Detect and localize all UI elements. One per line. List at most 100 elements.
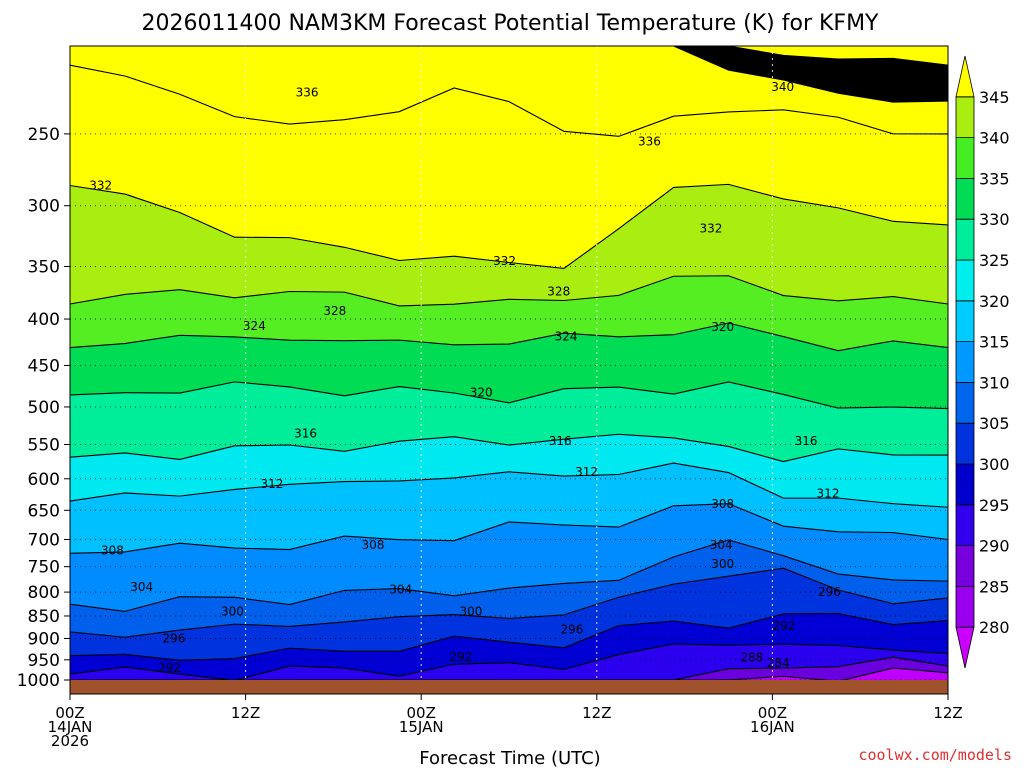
isentrope-line	[69, 64, 949, 137]
contour-label: 284	[767, 656, 790, 670]
contour-label: 300	[221, 604, 244, 618]
colorbar-label: 320	[979, 292, 1010, 311]
isentrope-line	[69, 381, 949, 410]
contour-label: 316	[549, 434, 572, 448]
y-tick-label: 950	[28, 651, 60, 671]
colorbar-swatch	[955, 463, 975, 506]
contour-labels: 336 336 344 340 332 332 332 328 328 324 324 320 320 3…	[89, 58, 841, 675]
contour-label: 304	[389, 583, 412, 597]
contour-label: 300	[460, 604, 483, 618]
credit-text: coolwx.com/models	[858, 746, 1012, 764]
contour-label: 308	[361, 538, 384, 552]
x-tick-label: 12Z	[582, 704, 611, 722]
contour-label: 328	[323, 304, 346, 318]
x-tick-label: 00Z	[758, 704, 787, 722]
plot-area	[70, 46, 948, 682]
colorbar-swatch	[955, 218, 975, 261]
y-tick-label: 700	[28, 530, 60, 550]
colorbar-label: 295	[979, 496, 1010, 515]
colorbar-swatch	[955, 586, 975, 628]
contour-label: 324	[243, 319, 266, 333]
band-fill	[70, 657, 948, 680]
contour-label: 320	[711, 320, 734, 334]
colorbar-label: 285	[979, 577, 1010, 596]
contour-label: 308	[101, 544, 124, 558]
y-tick-label: 300	[28, 197, 60, 217]
isentrope-line	[69, 612, 949, 661]
colorbar-label: 325	[979, 251, 1010, 270]
x-tick-label: 00Z	[55, 704, 84, 722]
terrain-ground-bar	[70, 680, 948, 694]
contour-label: 324	[555, 329, 578, 343]
x-tick-label: 15JAN	[399, 718, 444, 736]
colorbar-label: 345	[979, 88, 1010, 107]
y-tick-label: 450	[28, 356, 60, 376]
isentrope-line	[69, 183, 949, 270]
y-tick-label: 800	[28, 583, 60, 603]
colorbar: 280 285 290 295 300 305 310 315 320 325 330 335 340 3…	[955, 55, 1010, 669]
isentrope-line	[69, 567, 949, 638]
contour-label: 288	[740, 651, 763, 665]
colorbar-label: 315	[979, 333, 1010, 352]
y-tick-label: 650	[28, 501, 60, 521]
y-tick-label: 400	[28, 310, 60, 330]
isentrope-line	[69, 539, 949, 612]
contour-label: 312	[260, 477, 283, 491]
colorbar-swatch	[955, 96, 975, 139]
x-tick-label: 00Z	[407, 704, 436, 722]
contour-label: 336	[638, 135, 661, 149]
contour-label: 328	[547, 285, 570, 299]
contour-label: 316	[294, 427, 317, 441]
y-tick-label: 600	[28, 470, 60, 490]
y-axis: 2503003504004505005506006507007508008509…	[17, 125, 70, 691]
colorbar-label: 290	[979, 537, 1010, 556]
colorbar-swatch	[955, 300, 975, 343]
x-tick-label: 16JAN	[750, 718, 795, 736]
isentrope-line	[69, 322, 949, 352]
colorbar-label: 330	[979, 210, 1010, 229]
colorbar-label: 305	[979, 414, 1010, 433]
x-tick-label: 2026	[51, 732, 89, 750]
isentrope-line	[69, 503, 949, 554]
y-tick-label: 1000	[17, 671, 60, 691]
colorbar-swatch	[955, 55, 975, 98]
y-tick-label: 900	[28, 629, 60, 649]
contour-label: 340	[771, 80, 794, 94]
plot-frame	[69, 45, 949, 695]
colorbar-swatch	[955, 422, 975, 465]
contour-label: 344	[779, 58, 802, 72]
contour-label: 312	[817, 487, 840, 501]
contour-label: 312	[575, 465, 598, 479]
chart-title: 2026011400 NAM3KM Forecast Potential Tem…	[142, 11, 880, 36]
contour-label: 304	[130, 580, 153, 594]
contour-label: 300	[711, 557, 734, 571]
contour-label: 296	[818, 585, 841, 599]
colorbar-label: 280	[979, 618, 1010, 637]
colorbar-label: 340	[979, 129, 1010, 148]
contour-label: 292	[773, 619, 796, 633]
contour-label: 292	[449, 650, 472, 664]
contour-label: 308	[711, 497, 734, 511]
y-tick-label: 350	[28, 257, 60, 277]
y-tick-label: 850	[28, 607, 60, 627]
x-tick-label: 12Z	[933, 704, 962, 722]
colorbar-label: 335	[979, 169, 1010, 188]
colorbar-label: 300	[979, 455, 1010, 474]
colorbar-swatch	[955, 626, 975, 669]
contour-label: 292	[158, 661, 181, 675]
contour-label: 304	[710, 538, 733, 552]
contour-label: 332	[493, 254, 516, 268]
y-tick-label: 550	[28, 435, 60, 455]
x-axis-title: Forecast Time (UTC)	[419, 748, 600, 768]
contour-label: 332	[699, 222, 722, 236]
colorbar-label: 310	[979, 373, 1010, 392]
y-tick-label: 500	[28, 398, 60, 418]
colorbar-swatch	[955, 259, 975, 302]
y-tick-label: 250	[28, 125, 60, 145]
colorbar-swatch	[955, 504, 975, 546]
contour-label: 296	[162, 631, 185, 645]
isentrope-line	[69, 433, 949, 463]
colorbar-swatch	[955, 177, 975, 220]
